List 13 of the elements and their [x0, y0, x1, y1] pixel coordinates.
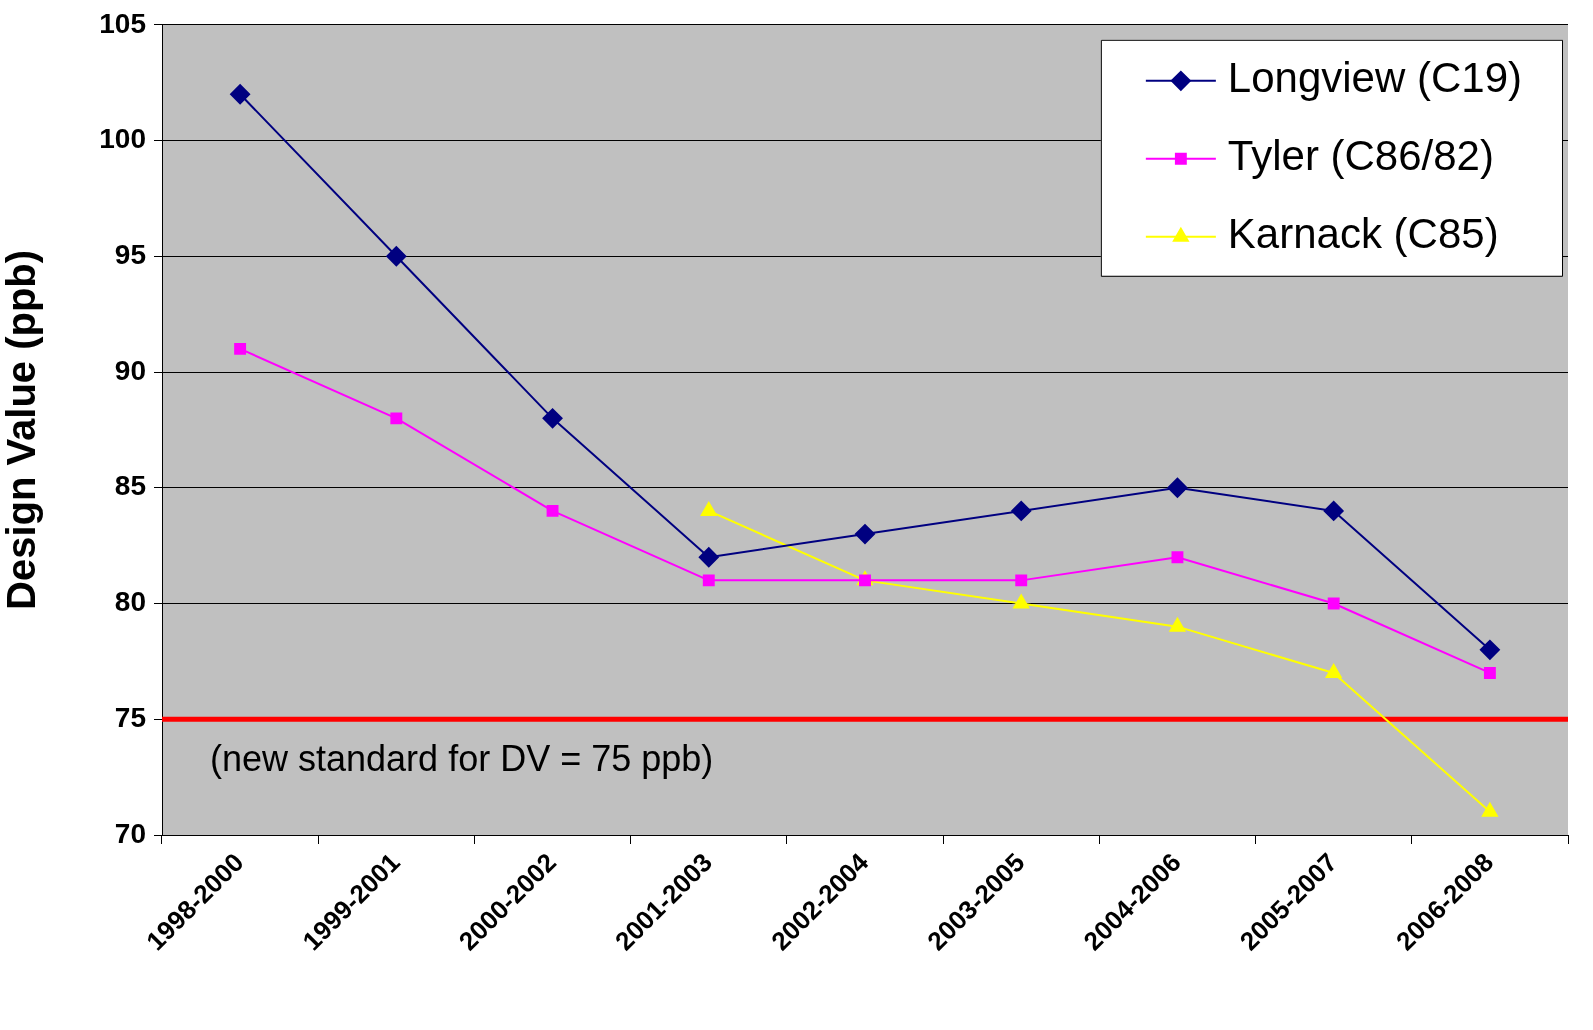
y-tick-label: 105 — [99, 7, 146, 39]
y-tick-label: 70 — [114, 817, 146, 849]
y-tick-label: 75 — [114, 701, 146, 733]
legend-label: Tyler (C86/82) — [1227, 132, 1494, 180]
legend-label: Karnack (C85) — [1227, 210, 1499, 258]
y-axis-title: Design Value (ppb) — [0, 249, 44, 610]
y-tick-label: 80 — [114, 586, 146, 618]
y-tick-label: 95 — [114, 239, 146, 270]
y-tick-label: 90 — [114, 354, 146, 386]
ref-line-label: (new standard for DV = 75 ppb) — [210, 738, 714, 780]
y-tick-label: 85 — [114, 470, 146, 502]
y-tick-label: 100 — [99, 123, 146, 155]
legend-label: Longview (C19) — [1227, 54, 1523, 102]
